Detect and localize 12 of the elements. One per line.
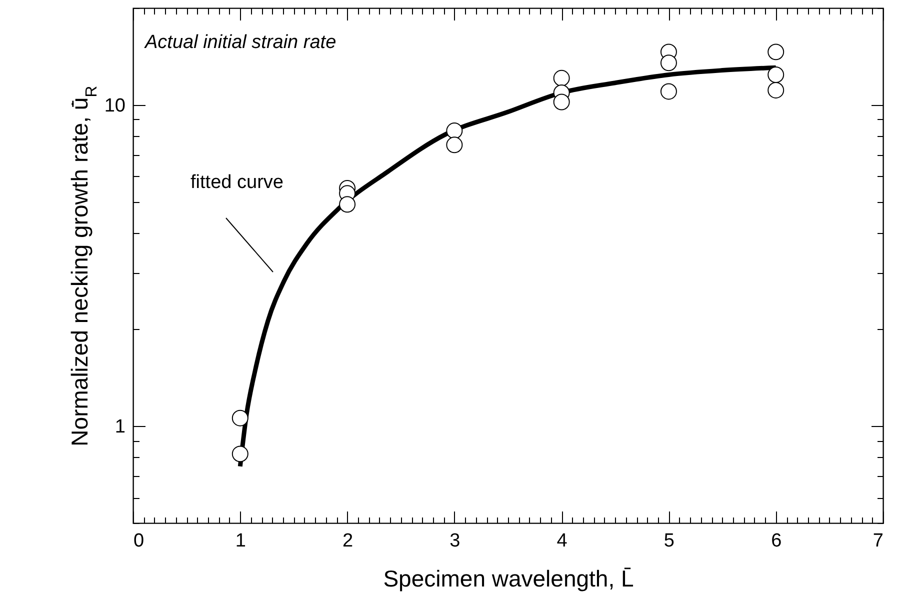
x-tick-label: 0	[134, 530, 144, 552]
x-tick-label: 3	[450, 530, 460, 552]
x-tick-label: 1	[235, 530, 246, 552]
x-tick-label: 5	[664, 530, 675, 552]
x-tick-label: 6	[771, 530, 782, 552]
x-tick-label: 2	[342, 530, 354, 552]
y-tick-label: 10	[104, 95, 126, 116]
annotation: fitted curve	[190, 172, 284, 193]
x-tick-label: 7	[872, 530, 884, 552]
annotation: Actual initial strain rate	[144, 32, 336, 53]
x-tick-label: 4	[556, 530, 568, 552]
x-axis-title: Specimen wavelength, L̄	[383, 566, 634, 592]
